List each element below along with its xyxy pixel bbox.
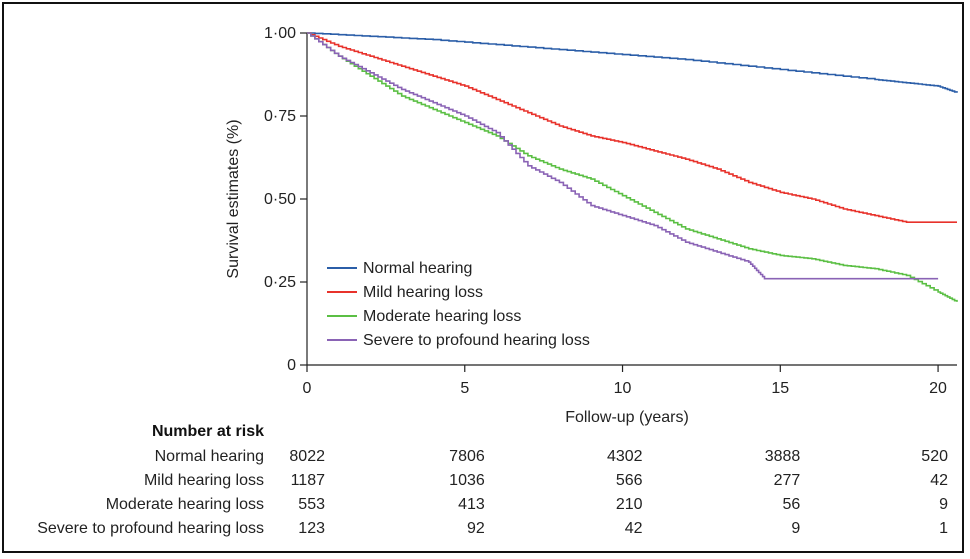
- risk-table-title: Number at risk: [152, 423, 264, 440]
- x-tick-label: 5: [460, 380, 469, 397]
- risk-table-rows: Normal hearing 8022 7806 4302 3888 520 Mild he…: [37, 448, 948, 537]
- risk-row-label: Moderate hearing loss: [106, 496, 264, 513]
- plot-area: 0 0·25 0·50 0·75 1·00 0 5 10 15 20: [264, 25, 958, 397]
- risk-value: 9: [791, 520, 800, 537]
- legend-label: Mild hearing loss: [363, 284, 483, 301]
- x-tick-label: 15: [771, 380, 789, 397]
- y-tick-label: 1·00: [264, 25, 296, 42]
- legend-label: Normal hearing: [363, 260, 472, 277]
- risk-value: 7806: [449, 448, 485, 465]
- series-line-moderate-hearing-loss: [307, 32, 958, 302]
- risk-value: 8022: [289, 448, 325, 465]
- risk-value: 42: [930, 472, 948, 489]
- series-line-mild-hearing-loss: [307, 32, 957, 223]
- x-tick-label: 0: [303, 380, 312, 397]
- risk-value: 3888: [765, 448, 801, 465]
- risk-value: 277: [774, 472, 801, 489]
- x-ticks: 0 5 10 15 20: [303, 365, 947, 397]
- risk-row-label: Normal hearing: [155, 448, 264, 465]
- series-lines: [307, 32, 958, 302]
- risk-value: 566: [616, 472, 643, 489]
- risk-value: 553: [298, 496, 325, 513]
- y-tick-label: 0: [287, 357, 296, 374]
- x-tick-label: 10: [614, 380, 632, 397]
- risk-value: 210: [616, 496, 643, 513]
- y-ticks: 0 0·25 0·50 0·75 1·00: [264, 25, 307, 374]
- series-line-severe-to-profound-hearing-loss: [307, 32, 939, 280]
- y-tick-label: 0·50: [264, 191, 296, 208]
- risk-row-label: Severe to profound hearing loss: [37, 520, 264, 537]
- series-line-normal-hearing: [307, 32, 958, 93]
- risk-value: 56: [783, 496, 801, 513]
- y-tick-label: 0·25: [264, 274, 296, 291]
- y-axis-title: Survival estimates (%): [225, 119, 242, 278]
- risk-value: 413: [458, 496, 485, 513]
- legend: Normal hearing Mild hearing loss Moderate …: [327, 260, 590, 349]
- risk-value: 92: [467, 520, 485, 537]
- risk-value: 9: [939, 496, 948, 513]
- risk-value: 4302: [607, 448, 643, 465]
- risk-value: 1036: [449, 472, 485, 489]
- risk-row-label: Mild hearing loss: [144, 472, 264, 489]
- risk-value: 1: [939, 520, 948, 537]
- risk-table: Number at risk Normal hearing 8022 7806 430…: [37, 423, 948, 537]
- risk-value: 42: [625, 520, 643, 537]
- figure-frame: [2, 2, 964, 553]
- legend-label: Severe to profound hearing loss: [363, 332, 590, 349]
- x-tick-label: 20: [929, 380, 947, 397]
- risk-value: 1187: [291, 472, 326, 489]
- risk-value: 520: [921, 448, 948, 465]
- legend-label: Moderate hearing loss: [363, 308, 521, 325]
- risk-value: 123: [298, 520, 325, 537]
- y-tick-label: 0·75: [264, 108, 296, 125]
- x-axis-title: Follow-up (years): [565, 409, 689, 426]
